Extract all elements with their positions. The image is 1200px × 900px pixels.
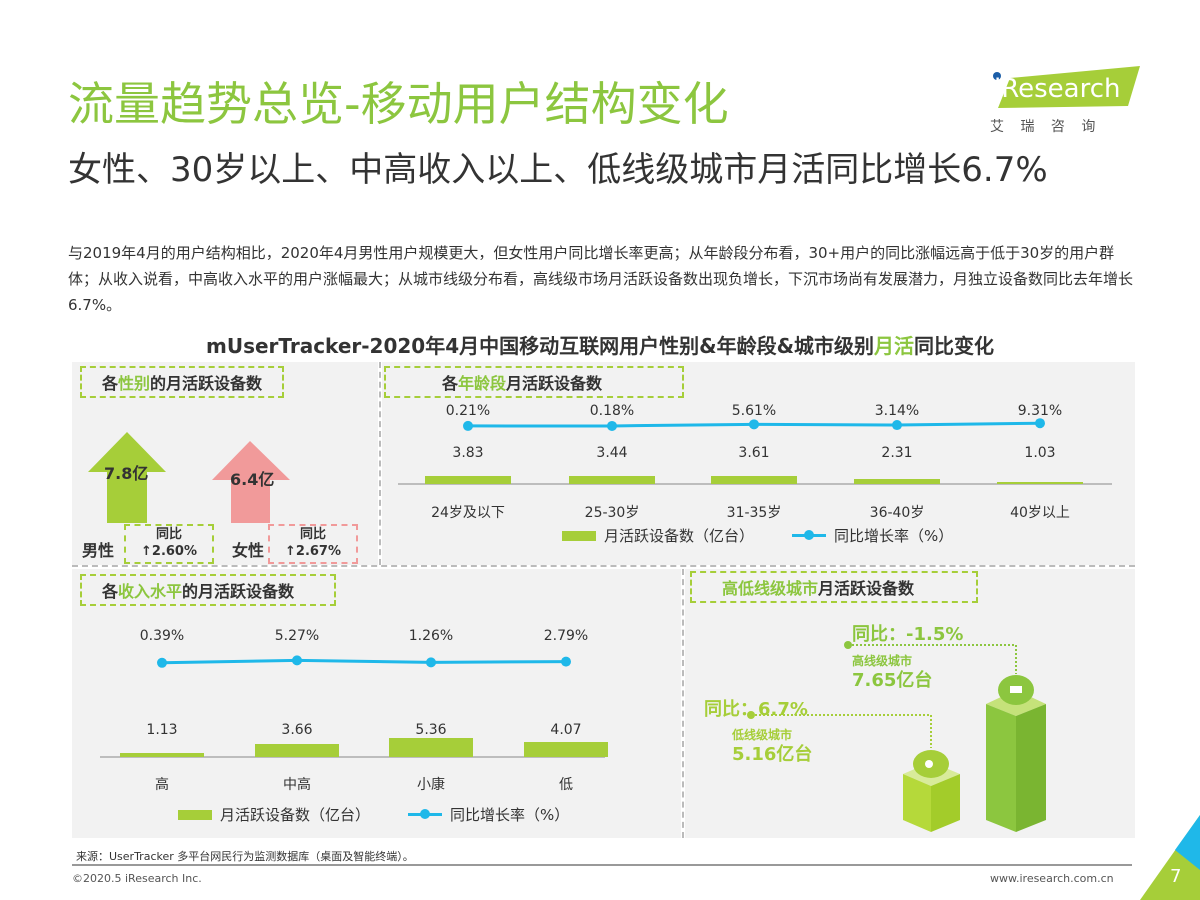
growth-value-label: 5.27% bbox=[274, 628, 320, 644]
logo-cn: 艾 瑞 咨 询 bbox=[990, 119, 1102, 135]
growth-value-label: 0.21% bbox=[445, 403, 491, 419]
bar-value-label: 4.07 bbox=[550, 722, 582, 738]
x-tick-label: 25-30岁 bbox=[584, 505, 640, 521]
bar-value-label: 2.31 bbox=[881, 445, 913, 461]
high-tier-yoy: 同比：-1.5% bbox=[852, 624, 964, 645]
bar bbox=[997, 481, 1083, 484]
growth-value-label: 0.18% bbox=[589, 403, 635, 419]
income-legend: 月活跃设备数（亿台） 同比增长率（%） bbox=[178, 804, 569, 825]
growth-value-label: 3.14% bbox=[874, 403, 920, 419]
bar-value-label: 1.13 bbox=[146, 722, 178, 738]
bar-value-label: 3.44 bbox=[596, 445, 628, 461]
growth-value-label: 0.39% bbox=[139, 628, 185, 644]
bar-value-label: 3.83 bbox=[452, 445, 484, 461]
logo-shape bbox=[993, 66, 1140, 108]
income-title: 各收入水平的月活跃设备数 bbox=[80, 574, 336, 606]
gender-title: 各性别的月活跃设备数 bbox=[80, 366, 285, 398]
low-tier-yoy: 同比：6.7% bbox=[704, 699, 808, 720]
x-tick-label: 31-35岁 bbox=[726, 505, 782, 521]
x-tick-label: 36-40岁 bbox=[869, 505, 925, 521]
legend-line-swatch bbox=[408, 809, 443, 819]
male-value: 7.8亿 bbox=[104, 464, 149, 483]
growth-value-label: 2.79% bbox=[543, 628, 589, 644]
bar-value-label: 3.61 bbox=[738, 445, 770, 461]
x-tick-label: 低 bbox=[559, 777, 573, 793]
bar bbox=[389, 737, 473, 757]
bar bbox=[854, 478, 940, 484]
x-tick-label: 小康 bbox=[417, 777, 445, 793]
growth-value-label: 1.26% bbox=[408, 628, 454, 644]
x-tick-label: 40岁以上 bbox=[1010, 505, 1070, 521]
x-tick-label: 24岁及以下 bbox=[431, 505, 505, 521]
copyright: ©2020.5 iResearch Inc. bbox=[72, 872, 202, 885]
legend-bar-swatch bbox=[178, 809, 212, 820]
bar bbox=[524, 742, 608, 757]
page-number: 7 bbox=[1170, 866, 1182, 887]
page-title: 流量趋势总览-移动用户结构变化 bbox=[68, 77, 729, 131]
bar bbox=[120, 752, 204, 757]
income-panel bbox=[72, 569, 681, 838]
page-subtitle: 女性、30岁以上、中高收入以上、低线级城市月活同比增长6.7% bbox=[68, 150, 1048, 190]
x-tick-label: 中高 bbox=[283, 777, 311, 793]
female-value: 6.4亿 bbox=[230, 470, 275, 489]
male-label: 男性 bbox=[82, 541, 115, 560]
website: www.iresearch.com.cn bbox=[990, 872, 1114, 885]
legend-bar-swatch bbox=[562, 530, 596, 541]
bar bbox=[711, 476, 797, 484]
footer-rule bbox=[72, 864, 1132, 866]
divider bbox=[682, 569, 684, 838]
logo: iResearch 艾 瑞 咨 询 bbox=[990, 64, 1140, 136]
age-legend: 月活跃设备数（亿台） 同比增长率（%） bbox=[562, 525, 953, 546]
divider bbox=[72, 565, 1135, 567]
growth-value-label: 5.61% bbox=[731, 403, 777, 419]
bar bbox=[569, 476, 655, 484]
bar-value-label: 3.66 bbox=[281, 722, 313, 738]
male-yoy: 同比 ↑2.60% bbox=[124, 524, 214, 564]
low-tier-value: 5.16亿台 bbox=[732, 744, 813, 765]
city-title: 高低线级城市月活跃设备数 bbox=[690, 571, 978, 603]
bar-value-label: 5.36 bbox=[415, 722, 447, 738]
low-tier-label: 低线级城市 bbox=[732, 728, 793, 742]
chart-title: mUserTracker-2020年4月中国移动互联网用户性别&年龄段&城市级别… bbox=[205, 334, 995, 358]
age-panel bbox=[382, 362, 1135, 565]
bar bbox=[255, 743, 339, 757]
divider bbox=[379, 362, 381, 565]
bar bbox=[425, 475, 511, 484]
source-note: 来源：UserTracker 多平台网民行为监测数据库（桌面及智能终端）。 bbox=[76, 850, 414, 863]
female-yoy: 同比 ↑2.67% bbox=[268, 524, 358, 564]
legend-line-swatch bbox=[792, 530, 827, 540]
age-title: 各年龄段月活跃设备数 bbox=[384, 366, 684, 398]
logo-text: iResearch bbox=[994, 74, 1121, 104]
bar-value-label: 1.03 bbox=[1024, 445, 1056, 461]
x-tick-label: 高 bbox=[155, 777, 169, 793]
high-tier-label: 高线级城市 bbox=[852, 654, 913, 668]
female-label: 女性 bbox=[232, 541, 265, 560]
description: 与2019年4月的用户结构相比，2020年4月男性用户规模更大，但女性用户同比增… bbox=[68, 244, 1134, 314]
high-tier-value: 7.65亿台 bbox=[852, 670, 933, 691]
growth-value-label: 9.31% bbox=[1017, 403, 1063, 419]
